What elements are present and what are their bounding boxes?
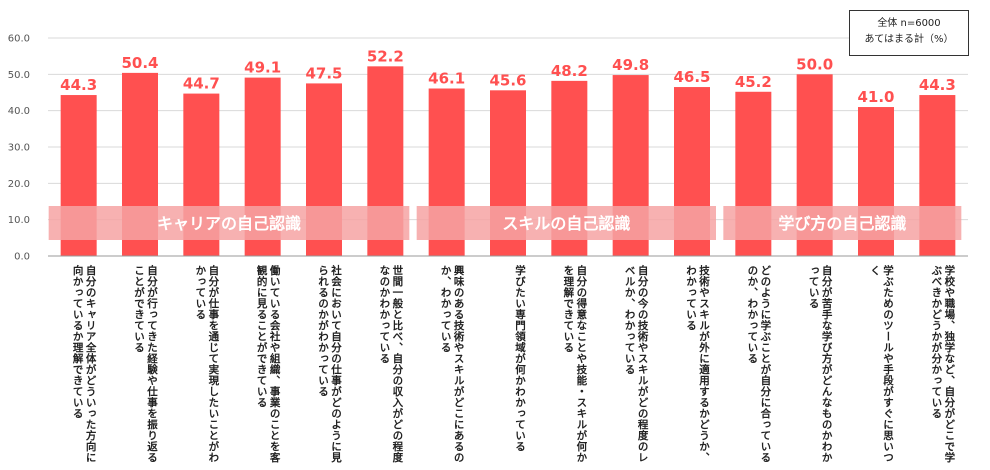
data-label: 44.3 <box>919 76 956 94</box>
category-label: 興味のある技術やスキルがどこにあるのか、わかっている <box>439 265 465 463</box>
category-label: 働いている会社や組織、事業のことを客観的に見ることができている <box>255 265 281 463</box>
data-label: 44.3 <box>60 76 97 94</box>
category-label: 技術やスキルが外に適用するかどうか、わかっている <box>685 265 710 463</box>
group-bands: キャリアの自己認識 スキルの自己認識 学び方の自己認識 <box>48 206 962 240</box>
group-label: スキルの自己認識 <box>502 214 630 233</box>
category-label: 自分のキャリア全体がどういった方向に向かっているか理解できている <box>71 265 97 463</box>
category-label: 学ぶためのツールや手段がすぐに思いつく <box>869 265 894 463</box>
data-label: 45.2 <box>735 73 772 91</box>
category-label: 自分の今の技術やスキルがどの程度のレベルか、わかっている <box>623 265 649 463</box>
data-label: 52.2 <box>367 47 404 65</box>
data-label: 45.6 <box>489 71 526 89</box>
legend-sample-size: 全体 n=6000 <box>877 18 941 29</box>
data-label: 50.0 <box>796 55 833 73</box>
category-label: 学校や職場、独学など、自分がどこで学ぶべきかどうかが分かっている <box>930 265 956 463</box>
data-labels: 44.3 50.4 44.7 49.1 47.5 52.2 46.1 45.6 48.2 49.8… <box>60 47 956 106</box>
category-label: 学びたい専門領域が何かわかっている <box>514 265 526 452</box>
group-label: 学び方の自己認識 <box>778 214 906 233</box>
category-label: 世間一般と比べ、自分の収入がどの程度なのかわかっている <box>378 265 404 463</box>
group-band <box>48 206 410 240</box>
category-label: 自分の得意なことや技能・スキルが何かを理解できている <box>562 265 588 463</box>
data-label: 49.8 <box>612 56 649 74</box>
y-tick-label: 50.0 <box>8 70 30 81</box>
y-tick-label: 60.0 <box>8 34 30 45</box>
y-tick-label: 30.0 <box>8 143 30 154</box>
group-band <box>416 206 716 240</box>
y-tick-label: 10.0 <box>8 215 30 226</box>
data-label: 46.5 <box>673 68 710 86</box>
legend-measure: あてはまる計（%） <box>864 34 954 45</box>
category-label: 自分が行ってきた経験や仕事を振り返ることができている <box>133 265 158 463</box>
data-label: 50.4 <box>121 54 158 72</box>
legend-box: 全体 n=6000 あてはまる計（%） <box>849 10 969 56</box>
category-label: 自分が仕事を通じて実現したいことがわかっている <box>194 265 220 463</box>
y-tick-label: 20.0 <box>8 179 30 190</box>
data-label: 48.2 <box>551 62 588 80</box>
group-band <box>723 206 962 240</box>
category-label: 社会において自分の仕事がどのように見られるのかがわかっている <box>317 265 342 463</box>
category-label: どのように学ぶことが自分に合っているのか、わかっている <box>746 265 772 463</box>
group-label: キャリアの自己認識 <box>157 214 301 233</box>
data-label: 41.0 <box>857 88 894 106</box>
data-label: 46.1 <box>428 70 465 88</box>
y-tick-label: 40.0 <box>8 106 30 117</box>
data-label: 44.7 <box>183 75 220 93</box>
data-label: 49.1 <box>244 59 281 77</box>
y-axis-ticks: 0.0 10.0 20.0 30.0 40.0 50.0 60.0 <box>8 34 30 263</box>
category-label: 自分が苦手な学び方がどんなものかわかっている <box>807 265 833 463</box>
y-tick-label: 0.0 <box>14 252 30 263</box>
data-label: 47.5 <box>305 64 342 82</box>
